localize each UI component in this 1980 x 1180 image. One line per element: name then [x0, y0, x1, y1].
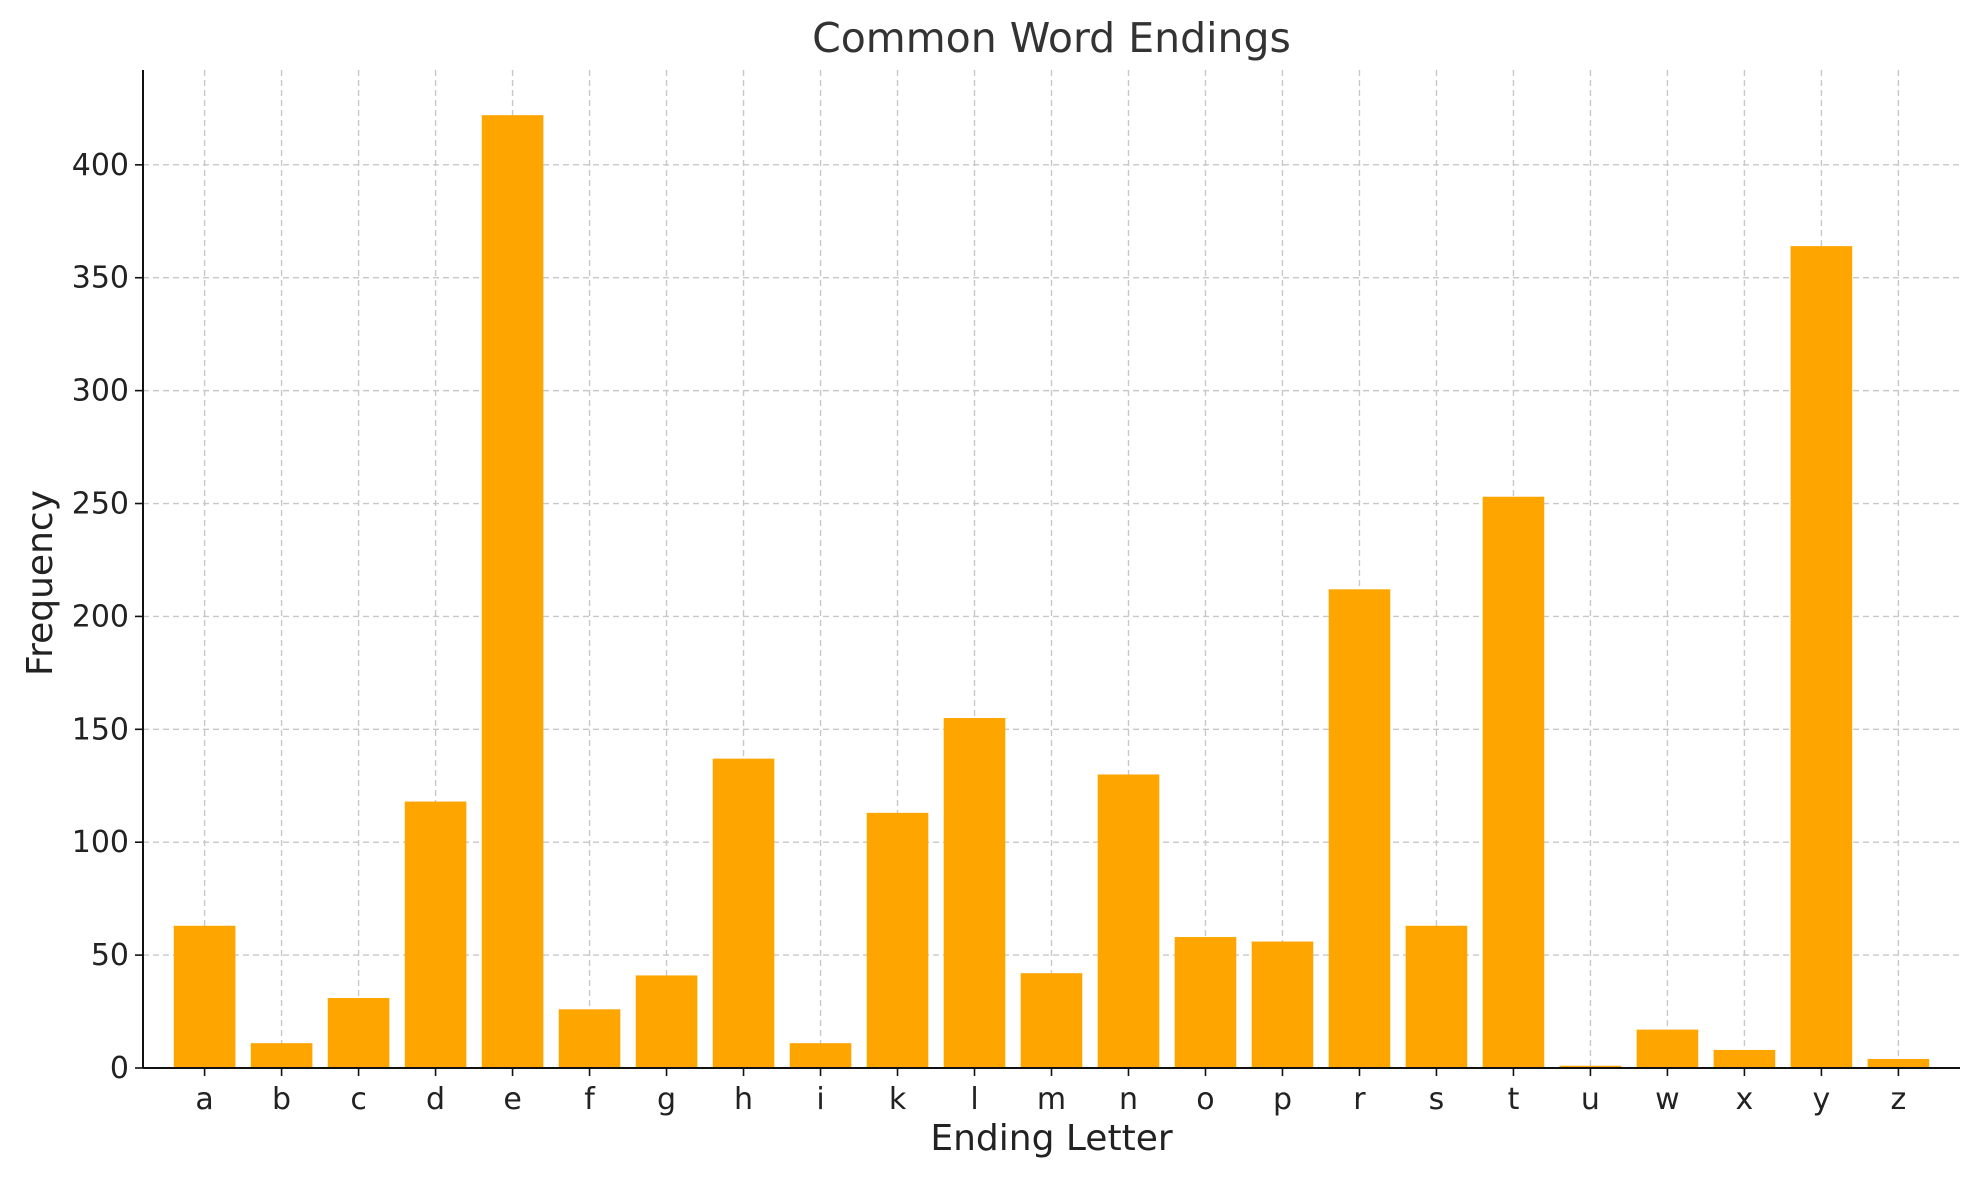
x-tick-label: b — [272, 1082, 291, 1117]
bar-k — [866, 812, 929, 1068]
x-tick-label: o — [1196, 1082, 1214, 1117]
x-tick-label: c — [350, 1082, 367, 1117]
x-tick-label: i — [816, 1082, 824, 1117]
bar-d — [404, 801, 467, 1068]
x-axis-label: Ending Letter — [930, 1118, 1172, 1159]
x-tick-label: t — [1508, 1082, 1520, 1117]
bar-w — [1636, 1029, 1699, 1068]
y-tick-label: 200 — [72, 599, 129, 634]
y-tick-label: 100 — [72, 825, 129, 860]
x-tick-label: f — [584, 1082, 596, 1117]
bars-layer — [173, 115, 1930, 1069]
x-tick-label: h — [734, 1082, 753, 1117]
bar-p — [1251, 941, 1314, 1068]
x-tick-label: g — [657, 1082, 676, 1117]
x-tick-label: k — [889, 1082, 907, 1117]
bar-n — [1097, 774, 1160, 1068]
bar-e — [481, 115, 544, 1068]
bar-i — [789, 1043, 852, 1068]
y-tick-label: 250 — [72, 487, 129, 522]
bar-f — [558, 1009, 621, 1068]
x-tick-label: s — [1429, 1082, 1445, 1117]
y-tick-label: 150 — [72, 712, 129, 747]
y-ticks: 0 50 100 150 200 250 300 350 400 — [72, 148, 143, 1086]
x-tick-label: r — [1353, 1082, 1366, 1117]
y-tick-label: 400 — [72, 148, 129, 183]
bar-c — [327, 998, 390, 1068]
x-tick-label: m — [1037, 1082, 1066, 1117]
bar-a — [173, 925, 236, 1068]
x-tick-label: u — [1581, 1082, 1600, 1117]
bar-x — [1713, 1049, 1776, 1068]
bar-l — [943, 718, 1006, 1068]
x-tick-label: w — [1655, 1082, 1680, 1117]
y-tick-label: 0 — [110, 1051, 129, 1086]
y-axis-label: Frequency — [20, 490, 61, 676]
x-tick-label: e — [503, 1082, 521, 1117]
bar-t — [1482, 496, 1545, 1069]
x-tick-label: z — [1891, 1082, 1907, 1117]
y-tick-label: 300 — [72, 374, 129, 409]
y-tick-label: 350 — [72, 261, 129, 296]
x-tick-label: y — [1813, 1082, 1831, 1117]
x-tick-label: a — [195, 1082, 213, 1117]
bar-y — [1790, 246, 1853, 1068]
bar-r — [1328, 589, 1391, 1068]
bar-u — [1559, 1065, 1622, 1068]
bar-s — [1405, 925, 1468, 1068]
chart-title: Common Word Endings — [812, 14, 1291, 62]
y-tick-label: 50 — [91, 938, 129, 973]
x-tick-label: x — [1736, 1082, 1754, 1117]
bar-g — [635, 975, 698, 1068]
bar-b — [250, 1043, 313, 1068]
x-tick-label: p — [1273, 1082, 1292, 1117]
x-tick-label: n — [1119, 1082, 1138, 1117]
x-tick-label: l — [970, 1082, 978, 1117]
bar-h — [712, 758, 775, 1068]
bar-z — [1867, 1058, 1930, 1068]
bar-m — [1020, 973, 1083, 1068]
bar-o — [1174, 937, 1237, 1068]
x-tick-label: d — [426, 1082, 445, 1117]
